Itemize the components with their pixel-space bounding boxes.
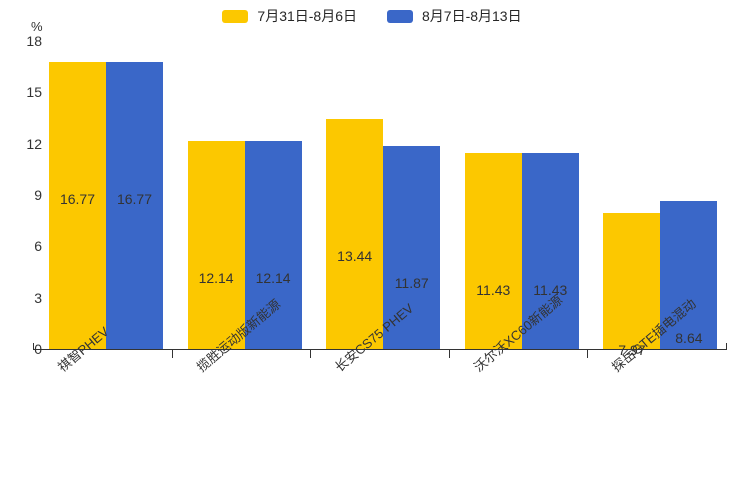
bar-value-label-2-0: 13.44 <box>337 248 373 265</box>
bar-value-label-0-0: 16.77 <box>59 191 96 208</box>
x-axis-tick-1 <box>171 350 173 358</box>
x-axis-end-tick-0 <box>33 343 34 350</box>
y-axis-tick-label-0: 0 <box>34 341 42 357</box>
bar-value-label-1-1: 12.14 <box>255 270 291 287</box>
bar-value-label-1-0: 12.14 <box>198 270 234 287</box>
y-axis-tick-label-6: 18 <box>26 33 42 49</box>
y-axis-tick-label-2: 6 <box>34 238 42 255</box>
legend-swatch-icon-1 <box>387 9 413 23</box>
x-axis-end-tick-1 <box>726 343 727 350</box>
x-axis-line <box>33 349 726 350</box>
y-axis-tick-label-5: 15 <box>26 84 42 101</box>
bar-2-0[interactable]: 13.44 <box>326 119 384 349</box>
bar-4-0[interactable]: 7.97 <box>603 212 661 358</box>
x-axis-tick-3 <box>448 350 450 358</box>
legend-label-0: 7月31日-8月6日 <box>257 8 357 24</box>
chart-legend: 7月31日-8月6日 8月7日-8月13日 <box>0 6 744 26</box>
y-axis-unit-label: % <box>31 19 43 34</box>
bar-0-1[interactable]: 16.77 <box>106 62 163 349</box>
bar-value-label-2-1: 11.87 <box>394 274 429 291</box>
legend-swatch-icon-0 <box>222 9 249 23</box>
y-axis-tick-label-3: 9 <box>34 187 42 203</box>
x-axis-tick-4 <box>587 350 589 358</box>
legend-label-1: 8月7日-8月13日 <box>422 8 522 24</box>
bar-0-0[interactable]: 16.77 <box>49 62 106 349</box>
bar-value-label-0-1: 16.77 <box>116 191 153 208</box>
x-axis-tick-2 <box>310 350 312 358</box>
bar-3-0[interactable]: 11.43 <box>464 153 522 349</box>
legend-item-1[interactable]: 8月7日-8月13日 <box>387 6 522 26</box>
bar-1-0[interactable]: 12.14 <box>187 141 245 349</box>
y-axis-tick-label-4: 12 <box>26 135 42 152</box>
legend-item-0[interactable]: 7月31日-8月6日 <box>222 6 357 26</box>
bar-value-label-3-0: 11.43 <box>476 282 511 299</box>
y-axis-tick-label-1: 3 <box>34 289 42 306</box>
